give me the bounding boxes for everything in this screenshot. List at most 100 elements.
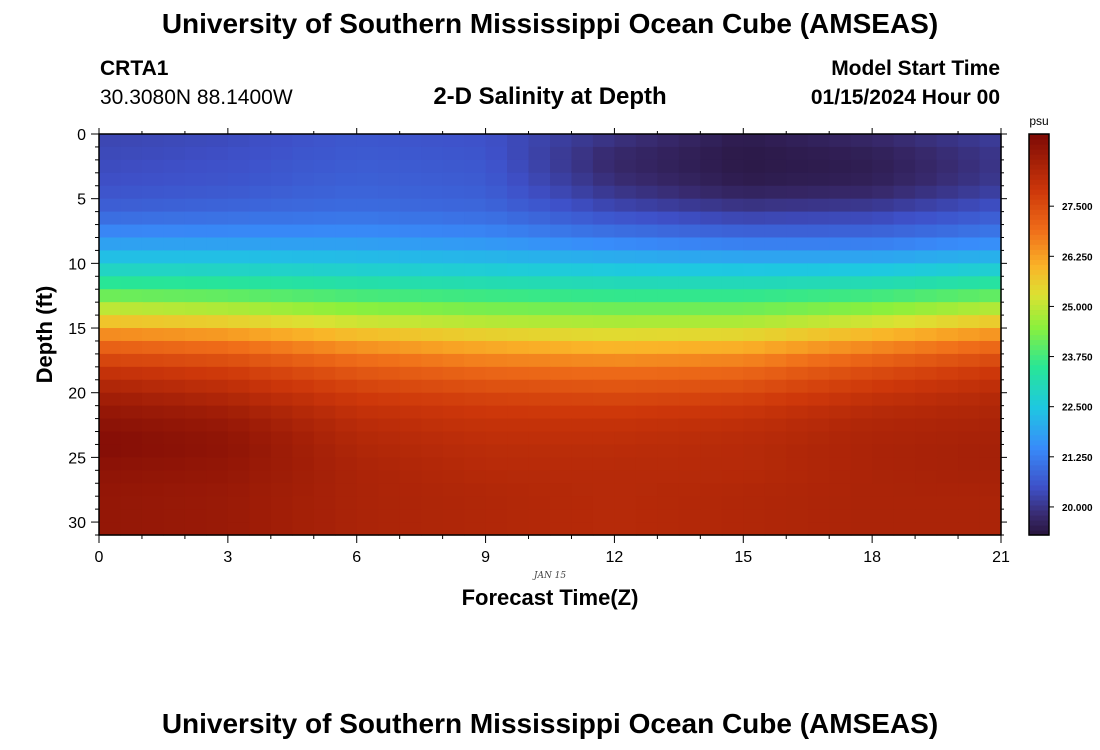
station-coordinates: 30.3080N 88.1400W <box>100 86 293 109</box>
heatmap-cell <box>249 250 272 264</box>
heatmap-cell <box>399 146 422 161</box>
heatmap-cell <box>227 379 250 394</box>
heatmap-cell <box>442 392 465 407</box>
heatmap-cell <box>979 302 1002 316</box>
heatmap-cell <box>915 237 938 252</box>
heatmap-cell <box>378 172 401 187</box>
heatmap-cell <box>958 185 981 200</box>
heatmap-cell <box>163 211 186 226</box>
heatmap-cell <box>249 483 272 497</box>
heatmap-cell <box>915 146 938 161</box>
heatmap-cell <box>829 418 852 433</box>
colorbar-segment <box>1029 349 1049 356</box>
heatmap-cell <box>485 392 508 407</box>
heatmap-cell <box>249 431 272 446</box>
heatmap-cell <box>979 146 1002 161</box>
heatmap-cell <box>872 522 895 536</box>
heatmap-cell <box>141 211 165 226</box>
heatmap-cell <box>270 146 293 161</box>
heatmap-cell <box>120 159 143 174</box>
heatmap-cell <box>764 522 787 536</box>
heatmap-cell <box>335 379 358 394</box>
heatmap-cell <box>528 302 551 316</box>
heatmap-cell <box>721 379 744 394</box>
heatmap-cell <box>421 263 444 277</box>
heatmap-cell <box>550 172 573 187</box>
heatmap-cell <box>657 418 680 433</box>
heatmap-cell <box>249 405 272 420</box>
heatmap-cell <box>829 483 852 497</box>
heatmap-cell <box>614 302 637 316</box>
heatmap-cell <box>335 470 358 484</box>
heatmap-cell <box>786 340 809 355</box>
heatmap-cell <box>356 366 379 381</box>
heatmap-cell <box>829 263 852 277</box>
heatmap-cell <box>313 483 336 497</box>
heatmap-cell <box>872 134 895 148</box>
heatmap-cell <box>184 315 207 329</box>
heatmap-cell <box>249 276 272 290</box>
heatmap-cell <box>979 289 1002 303</box>
heatmap-cell <box>99 470 122 484</box>
heatmap-cell <box>99 146 122 161</box>
heatmap-cell <box>120 405 143 420</box>
heatmap-cell <box>550 405 573 420</box>
heatmap-cell <box>764 470 787 484</box>
heatmap-cell <box>227 392 250 407</box>
heatmap-cell <box>614 315 637 329</box>
heatmap-cell <box>485 159 508 174</box>
heatmap-cell <box>678 172 701 187</box>
heatmap-cell <box>163 224 186 239</box>
colorbar-segment <box>1029 444 1049 451</box>
heatmap-cell <box>592 457 616 471</box>
heatmap-cell <box>786 276 809 290</box>
heatmap-cell <box>657 315 680 329</box>
heatmap-cell <box>635 392 658 407</box>
heatmap-cell <box>99 211 122 226</box>
heatmap-cell <box>206 392 229 407</box>
heatmap-cell <box>614 379 637 394</box>
heatmap-cell <box>743 392 766 407</box>
heatmap-cell <box>657 496 680 510</box>
heatmap-cell <box>571 496 594 510</box>
heatmap-cell <box>807 289 830 303</box>
heatmap-cell <box>614 146 637 161</box>
heatmap-cell <box>356 276 379 290</box>
heatmap-cell <box>872 431 895 446</box>
heatmap-cell <box>958 198 981 213</box>
heatmap-cell <box>786 366 809 381</box>
heatmap-cell <box>141 470 165 484</box>
heatmap-cell <box>120 198 143 213</box>
heatmap-cell <box>807 211 830 226</box>
heatmap-cell <box>915 315 938 329</box>
heatmap-cell <box>657 444 680 458</box>
heatmap-cell <box>678 392 701 407</box>
heatmap-cell <box>893 211 916 226</box>
colorbar-segment <box>1029 414 1049 421</box>
heatmap-cell <box>99 276 122 290</box>
heatmap-cell <box>528 198 551 213</box>
heatmap-cell <box>872 224 895 239</box>
heatmap-cell <box>893 392 916 407</box>
heatmap-cell <box>163 444 186 458</box>
heatmap-cell <box>893 263 916 277</box>
heatmap-cell <box>743 250 766 264</box>
heatmap-cell <box>592 172 616 187</box>
heatmap-cell <box>270 405 293 420</box>
heatmap-cell <box>592 496 616 510</box>
heatmap-cell <box>206 379 229 394</box>
heatmap-cell <box>507 405 530 420</box>
heatmap-cell <box>635 250 658 264</box>
heatmap-cell <box>356 185 379 200</box>
heatmap-cell <box>356 418 379 433</box>
heatmap-cell <box>313 509 336 523</box>
heatmap-cell <box>614 224 637 239</box>
heatmap-cell <box>528 431 551 446</box>
heatmap-cell <box>700 392 723 407</box>
heatmap-cell <box>421 146 444 161</box>
heatmap-cell <box>614 237 637 252</box>
heatmap-cell <box>99 509 122 523</box>
heatmap-cell <box>163 496 186 510</box>
heatmap-cell <box>678 198 701 213</box>
heatmap-cell <box>979 405 1002 420</box>
